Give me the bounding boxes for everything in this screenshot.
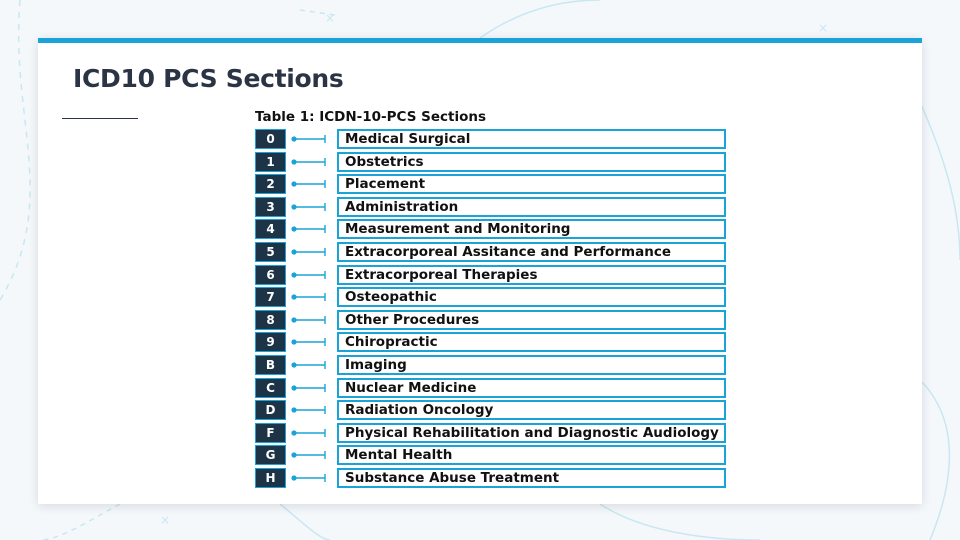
table-row: 9 Chiropractic [255, 331, 726, 354]
table-row: C Nuclear Medicine [255, 377, 726, 400]
title-underline [62, 118, 138, 119]
connector-icon [291, 293, 326, 302]
table-row: B Imaging [255, 354, 726, 377]
section-label: Mental Health [337, 445, 726, 466]
section-label: Radiation Oncology [337, 400, 726, 421]
section-code: 2 [255, 174, 286, 195]
connector-icon [291, 247, 326, 256]
svg-text:×: × [160, 513, 170, 527]
section-code: 6 [255, 264, 286, 285]
table-row: D Radiation Oncology [255, 399, 726, 422]
table-row: G Mental Health [255, 444, 726, 467]
section-code: 8 [255, 309, 286, 330]
connector-icon [291, 451, 326, 460]
table-caption: Table 1: ICDN-10-PCS Sections [255, 109, 487, 125]
slide-title: ICD10 PCS Sections [73, 64, 344, 93]
svg-text:×: × [325, 11, 335, 25]
connector-icon [291, 383, 326, 392]
table-row: 3 Administration [255, 196, 726, 219]
section-label: Physical Rehabilitation and Diagnostic A… [337, 422, 726, 443]
connector-icon [291, 135, 326, 143]
table-row: 5 Extracorporeal Assitance and Performan… [255, 241, 726, 264]
table-row: H Substance Abuse Treatment [255, 467, 726, 490]
slide-card: ICD10 PCS Sections Table 1: ICDN-10-PCS … [38, 38, 922, 504]
connector-icon [291, 315, 326, 324]
section-code: G [255, 445, 286, 466]
section-label: Substance Abuse Treatment [337, 467, 726, 488]
svg-text:×: × [818, 21, 828, 35]
section-label: Osteopathic [337, 287, 726, 308]
sections-table: 0 Medical Surgical 1 Obstetrics 2 Placem… [255, 128, 726, 490]
section-code: B [255, 354, 286, 375]
section-code: 5 [255, 241, 286, 262]
connector-icon [291, 202, 326, 211]
section-label: Placement [337, 174, 726, 195]
section-code: C [255, 377, 286, 398]
section-code: 9 [255, 332, 286, 353]
table-row: 8 Other Procedures [255, 309, 726, 332]
connector-icon [291, 180, 326, 189]
section-code: H [255, 467, 286, 488]
connector-icon [291, 473, 326, 482]
section-code: D [255, 400, 286, 421]
section-label: Nuclear Medicine [337, 377, 726, 398]
table-row: F Physical Rehabilitation and Diagnostic… [255, 422, 726, 445]
section-code: F [255, 422, 286, 443]
section-label: Measurement and Monitoring [337, 219, 726, 240]
section-label: Extracorporeal Therapies [337, 264, 726, 285]
connector-icon [291, 225, 326, 234]
section-code: 7 [255, 287, 286, 308]
table-row: 1 Obstetrics [255, 151, 726, 174]
connector-icon [291, 360, 326, 369]
section-label: Extracorporeal Assitance and Performance [337, 241, 726, 262]
section-label: Obstetrics [337, 151, 726, 172]
section-label: Medical Surgical [337, 129, 726, 149]
connector-icon [291, 157, 326, 166]
table-row: 0 Medical Surgical [255, 128, 726, 151]
section-code: 3 [255, 196, 286, 217]
section-label: Administration [337, 196, 726, 217]
section-label: Chiropractic [337, 332, 726, 353]
connector-icon [291, 338, 326, 347]
section-label: Imaging [337, 354, 726, 375]
card-accent-bar [38, 38, 922, 43]
section-label: Other Procedures [337, 309, 726, 330]
connector-icon [291, 406, 326, 415]
section-code: 0 [255, 129, 286, 149]
connector-icon [291, 428, 326, 437]
table-row: 2 Placement [255, 173, 726, 196]
table-row: 7 Osteopathic [255, 286, 726, 309]
connector-icon [291, 270, 326, 279]
section-code: 4 [255, 219, 286, 240]
table-row: 4 Measurement and Monitoring [255, 218, 726, 241]
table-row: 6 Extracorporeal Therapies [255, 264, 726, 287]
section-code: 1 [255, 151, 286, 172]
